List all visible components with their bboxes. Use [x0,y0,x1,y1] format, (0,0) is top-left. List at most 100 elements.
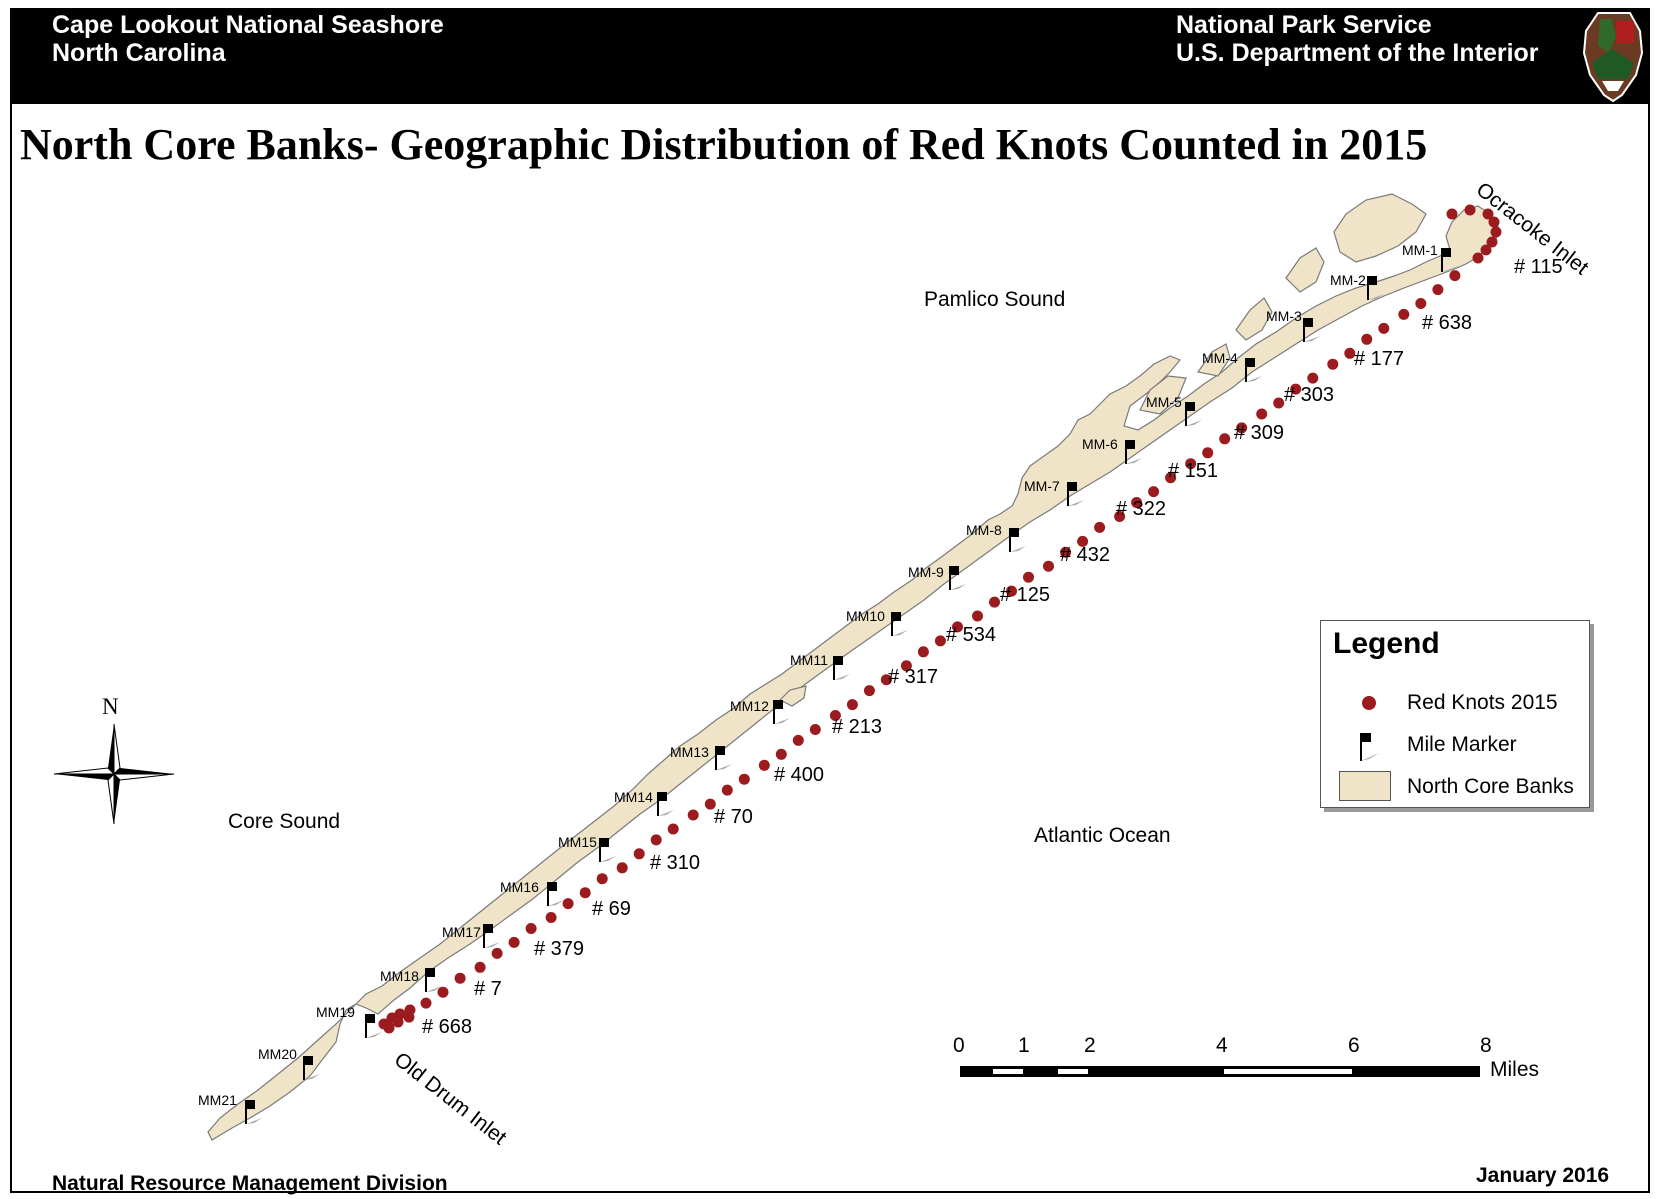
red-knot-count-label: # 638 [1422,312,1473,334]
red-knot-dot [687,809,699,821]
red-knot-count-label: # 534 [946,624,997,646]
marsh-island-mm2 [1285,247,1325,293]
flag-icon [1360,733,1379,761]
red-knot-dot [775,748,787,760]
red-knot-dot [1236,422,1248,434]
red-knot-count-label: # 70 [714,806,753,828]
marsh-island-north [1333,193,1427,263]
red-knot-count-label: # 310 [650,852,701,874]
red-knot-dot [1131,497,1143,508]
red-knot-dot [1378,322,1390,334]
red-knot-dot [1023,571,1034,583]
red-knot-dot [952,621,963,633]
mile-marker-flags [245,248,1458,1124]
mile-marker-label: MM11 [790,652,828,668]
red-knot-count-label: # 668 [422,1016,473,1038]
mile-marker-label: MM-6 [1082,436,1118,452]
legend-item-red-knots: Red Knots 2015 [1321,683,1591,723]
red-knot-count-label: # 115 [1514,256,1563,278]
red-knot-dot [1488,216,1500,228]
red-knot-dot [1446,208,1458,220]
red-knot-dot [1185,458,1197,470]
red-knot-dot [491,947,503,959]
marsh-island-mm3 [1235,297,1273,341]
mile-marker-flag [657,792,674,816]
red-knot-dot [1202,447,1214,459]
red-knot-count-label: # 317 [888,666,939,688]
red-knot-dot [792,734,804,746]
core-sound-label: Core Sound [228,810,341,833]
red-knot-dot [1307,372,1319,384]
red-knot-count-label: # 151 [1168,460,1219,482]
red-knot-dot [1273,397,1285,409]
scale-unit: Miles [1490,1058,1540,1081]
nps-arrowhead-logo-icon [1582,12,1644,103]
mile-marker-label: MM15 [558,834,597,850]
legend-label-north-core-banks: North Core Banks [1407,775,1574,798]
red-knot-count-label: # 125 [1000,584,1051,606]
scale-tick-0: 0 [953,1034,965,1057]
marsh-island-mm5 [1139,375,1187,415]
red-knot-dot [1361,333,1373,345]
mile-marker-label: MM16 [500,879,539,895]
red-knot-dot [1006,585,1017,597]
red-knot-dot [704,798,716,810]
red-knot-dot [650,834,662,846]
red-knot-dot [545,912,557,923]
mile-marker-flag [1367,276,1384,300]
legend-label-mile-marker: Mile Marker [1407,733,1517,756]
agency-name: National Park Service [1176,11,1432,39]
red-knot-count-label: # 309 [1234,422,1285,444]
mile-marker-flag [599,838,616,862]
footer-division: Natural Resource Management Division [52,1172,448,1195]
mile-marker-flag [833,656,850,680]
mile-marker-label: MM10 [846,608,885,624]
red-knot-dot [1060,546,1072,558]
red-knot-dot [934,635,946,647]
red-knot-dot [1432,284,1444,296]
scale-tick-4: 4 [1216,1034,1228,1057]
red-knot-dot [667,823,679,835]
red-knot-dot [829,710,841,721]
mile-marker-label: MM-2 [1330,272,1366,288]
red-knot-count-label: # 303 [1284,384,1335,406]
department-name: U.S. Department of the Interior [1176,39,1539,67]
red-knot-dot [1472,252,1484,264]
header-bar: Cape Lookout National Seashore North Car… [10,8,1650,104]
mile-marker-label: MM-8 [966,522,1002,538]
mile-marker-label: MM-9 [908,564,944,580]
red-dot-icon [1362,696,1376,710]
red-knot-dot [1490,226,1502,238]
mile-marker-flag [245,1100,262,1124]
mile-marker-label: MM-1 [1402,242,1438,258]
mile-marker-flag [1067,482,1084,506]
red-knot-dot [1449,270,1461,282]
mile-marker-flag [547,882,564,906]
red-knot-count-label: # 379 [534,938,585,960]
red-knot-count-label: # 400 [774,764,825,786]
scale-bar-graphic [960,1066,1480,1077]
red-knot-dot [917,646,929,658]
red-knot-dot [989,596,1000,608]
mile-marker-label: MM12 [730,698,769,714]
park-state: North Carolina [52,39,226,67]
legend-item-mile-marker: Mile Marker [1321,725,1591,765]
mile-marker-flag [773,700,790,724]
mile-marker-flag [425,968,442,992]
red-knot-dot [616,862,628,874]
mile-marker-flag [891,612,908,636]
red-knot-dot [508,936,520,948]
red-knot-dot [1327,358,1339,370]
red-knot-dot [437,986,449,998]
mile-marker-label: MM-3 [1266,308,1302,324]
red-knot-dot [738,773,750,785]
red-knot-dot [1043,560,1054,572]
legend-item-north-core-banks: North Core Banks [1321,767,1591,807]
red-knot-dot [1114,511,1126,522]
red-knot-dot [404,1004,416,1016]
red-knot-dot [1398,308,1410,320]
red-knot-count-label: # 69 [592,898,631,920]
red-knot-dot [633,848,645,860]
red-knot-count-label: # 7 [474,978,502,1000]
